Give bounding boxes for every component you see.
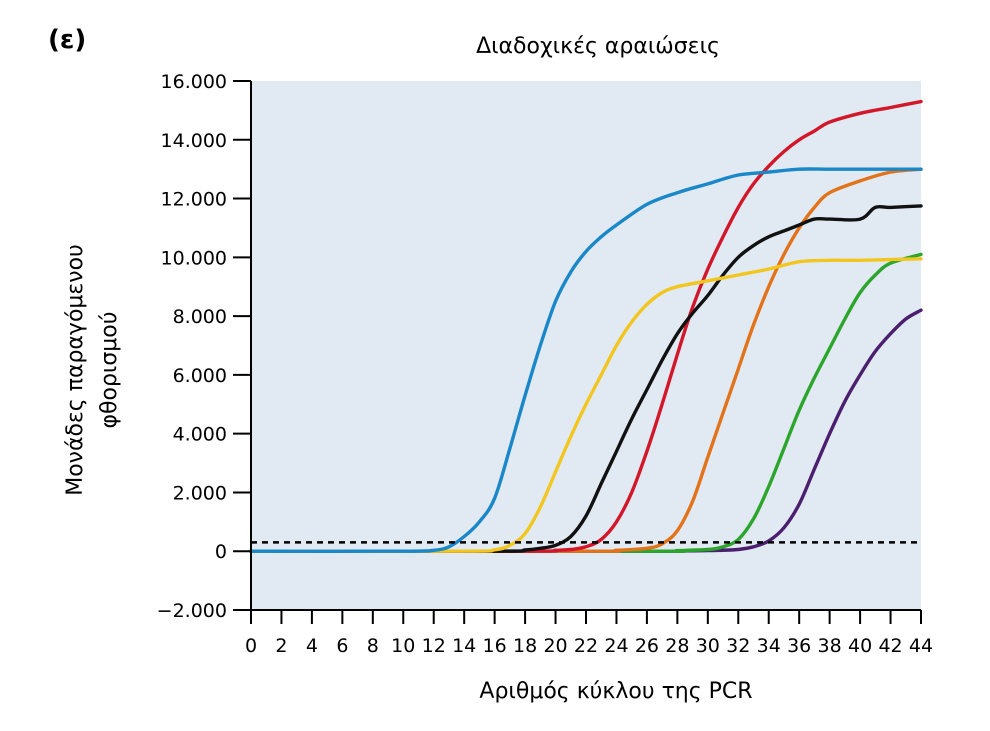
series-line-2 [249,257,923,554]
y-tick-label: −2.000 [157,600,227,622]
x-tick-label: 20 [543,635,567,657]
y-axis-title-line-1: Μονάδες παραγόμενου [63,244,88,496]
y-tick-label: 10.000 [161,247,227,269]
x-tick-label: 14 [452,635,476,657]
y-tick-label: 16.000 [161,71,227,93]
x-tick-label: 18 [513,635,537,657]
y-tick-label: 4.000 [173,424,227,446]
x-tick-label: 10 [391,635,415,657]
series-line-5 [249,167,923,553]
x-tick-label: 16 [483,635,507,657]
y-tick-label: 6.000 [173,365,227,387]
x-tick-label: 28 [665,635,689,657]
x-tick-label: 12 [422,635,446,657]
y-axis-title: Μονάδες παραγόμενου φθορισμού [63,244,122,496]
plot-background [251,81,921,610]
series-line-4 [249,99,923,553]
series-line-3 [249,204,923,553]
x-tick-label: 6 [336,635,348,657]
chart-title: Διαδοχικές αραιώσεις [476,34,720,59]
x-tick-label: 0 [245,635,257,657]
y-tick-label: 8.000 [173,306,227,328]
x-tick-label: 40 [848,635,872,657]
x-axis: 0 2 4 6 8 10 12 14 16 18 20 22 24 26 28 30 32 34 36 38 40 42 4… [245,609,933,657]
x-axis-title: Αριθμός κύκλου της PCR [479,679,752,704]
x-tick-label: 22 [574,635,598,657]
series-line-6 [249,252,923,553]
y-axis-title-line-2: φθορισμού [97,312,122,429]
x-tick-label: 4 [306,635,318,657]
x-tick-label: 24 [604,635,628,657]
x-tick-label: 44 [909,635,933,657]
x-tick-label: 30 [696,635,720,657]
x-tick-label: 2 [275,635,287,657]
y-tick-label: 2.000 [173,482,227,504]
x-tick-label: 38 [818,635,842,657]
x-tick-label: 36 [787,635,811,657]
panel-label: (ε) [48,25,86,55]
x-tick-label: 34 [757,635,781,657]
y-axis: −2.000 0 2.000 4.000 6.000 8.000 10.000 12.000 1… [157,71,252,622]
x-tick-label: 32 [726,635,750,657]
x-tick-label: 8 [367,635,379,657]
y-tick-label: 0 [215,541,227,563]
y-tick-label: 14.000 [161,130,227,152]
x-tick-label: 42 [878,635,902,657]
x-tick-label: 26 [635,635,659,657]
y-tick-label: 12.000 [161,189,227,211]
